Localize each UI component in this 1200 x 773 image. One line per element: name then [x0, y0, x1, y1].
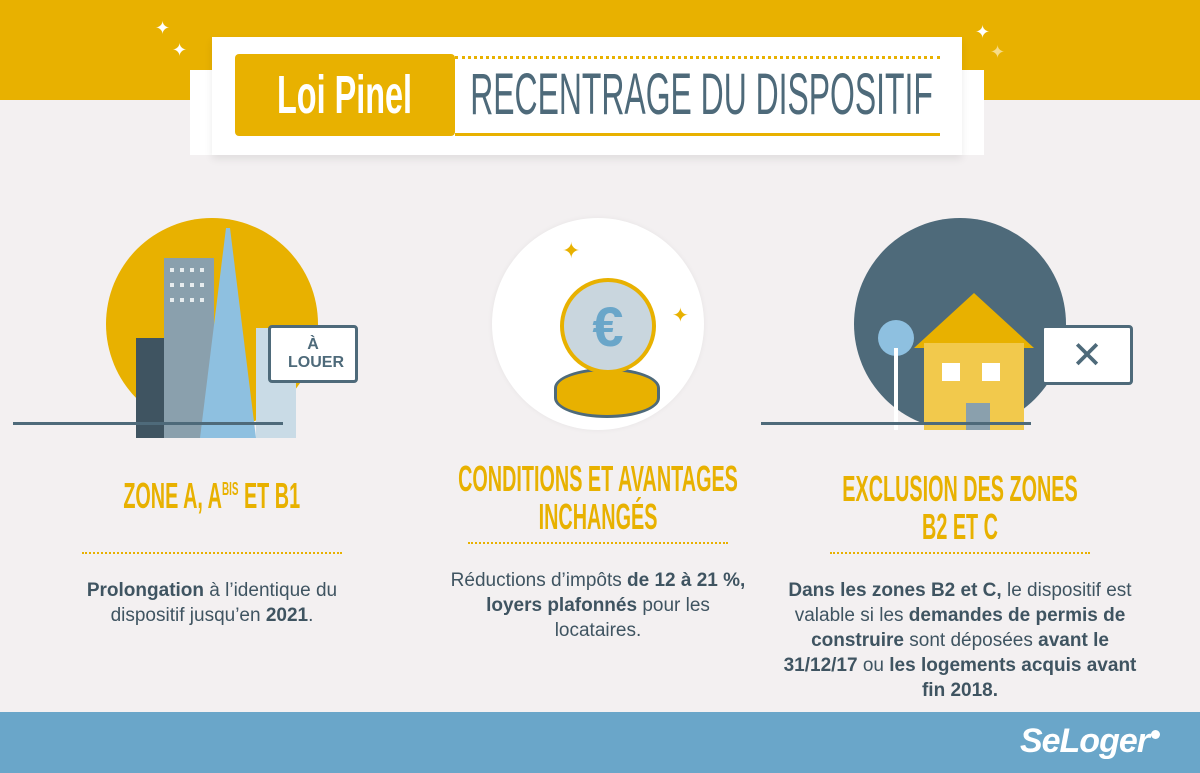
house-illustration: ✕: [854, 218, 1133, 430]
divider: [455, 133, 940, 136]
seloger-logo[interactable]: SeLoger: [1020, 722, 1160, 761]
column-exclusion: ✕ EXCLUSION DES ZONES B2 ET C Dans les z…: [761, 200, 1136, 703]
column-text: Dans les zones B2 et C, le dispositif es…: [783, 580, 1137, 701]
column-heading: EXCLUSION DES ZONES B2 ET C: [842, 468, 1078, 547]
sparkle-icon: ✦: [172, 40, 188, 60]
page-title: RECENTRAGE DU DISPOSITIF: [470, 62, 934, 127]
column-conditions: € ✦ ✦ CONDITIONS ET AVANTAGES INCHANGÉS …: [428, 200, 768, 643]
title-banner: Loi Pinel RECENTRAGE DU DISPOSITIF: [212, 37, 962, 155]
column-zones-a-b1: À LOUER ZONE A, ABIS ET B1 Prolongation …: [13, 200, 382, 628]
sparkle-icon: ✦: [672, 305, 689, 327]
footer-band: [0, 712, 1200, 773]
law-label-box: Loi Pinel: [235, 54, 455, 136]
sparkle-icon: ✦: [990, 42, 1006, 62]
divider: [830, 552, 1090, 554]
sign-text: À LOUER: [288, 336, 344, 371]
house-icon: [878, 293, 1034, 430]
ground-line: [13, 422, 283, 425]
divider: [455, 56, 940, 59]
euro-coin-icon: €: [560, 278, 656, 374]
city-illustration: À LOUER: [106, 218, 358, 438]
divider: [468, 542, 728, 544]
banner-ribbon-right: [962, 70, 984, 155]
for-rent-sign: À LOUER: [268, 325, 358, 383]
divider: [82, 552, 342, 554]
close-icon: ✕: [1041, 325, 1133, 385]
column-text: Réductions d’impôts de 12 à 21 %, loyers…: [450, 570, 746, 641]
column-heading: CONDITIONS ET AVANTAGES INCHANGÉS: [458, 458, 738, 537]
column-text: Prolongation à l’identique du dispositif…: [86, 580, 338, 626]
law-label: Loi Pinel: [277, 65, 413, 125]
coin-stack-icon: [554, 368, 660, 418]
column-heading: ZONE A, ABIS ET B1: [123, 475, 301, 516]
sparkle-icon: ✦: [975, 22, 991, 42]
sparkle-icon: ✦: [155, 18, 171, 38]
ground-line: [761, 422, 1031, 425]
spacer: [399, 422, 669, 425]
coins-illustration: € ✦ ✦: [492, 218, 704, 430]
sparkle-icon: ✦: [562, 238, 581, 263]
banner-ribbon-left: [190, 70, 212, 155]
city-icon: [136, 228, 296, 438]
